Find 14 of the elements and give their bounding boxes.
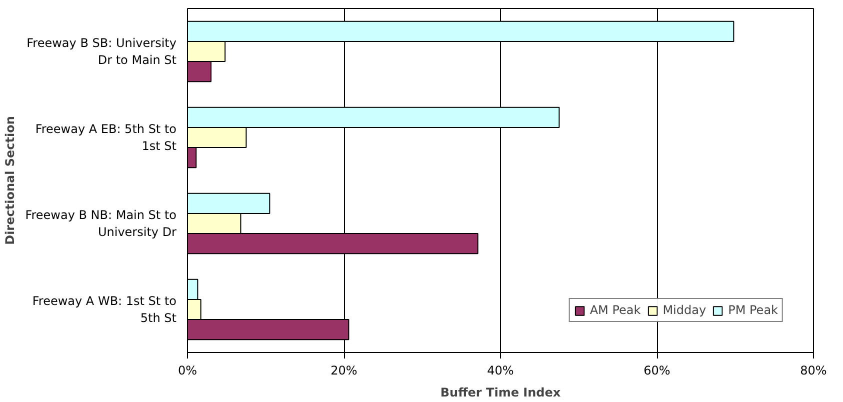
y-tick-label: Freeway A WB: 1st St to 5th St: [32, 294, 177, 325]
legend-label: PM Peak: [728, 303, 778, 317]
x-tick-label: 80%: [800, 364, 827, 378]
x-tick-label: 40%: [487, 364, 514, 378]
y-tick-label: Freeway B SB: University Dr to Main St: [26, 36, 177, 67]
legend-label: Midday: [662, 303, 706, 317]
x-tick-label: 20%: [330, 364, 358, 378]
y-tick-label: Freeway B NB: Main St to University Dr: [25, 208, 177, 239]
x-tick-label: 60%: [644, 364, 670, 378]
y-axis-title: Directional Section: [3, 116, 18, 245]
x-tick-label: 0%: [178, 364, 198, 378]
legend-label: AM Peak: [590, 303, 641, 317]
x-axis-title: Buffer Time Index: [440, 386, 561, 400]
y-tick-label: Freeway A EB: 5th St to 1st St: [35, 122, 177, 153]
